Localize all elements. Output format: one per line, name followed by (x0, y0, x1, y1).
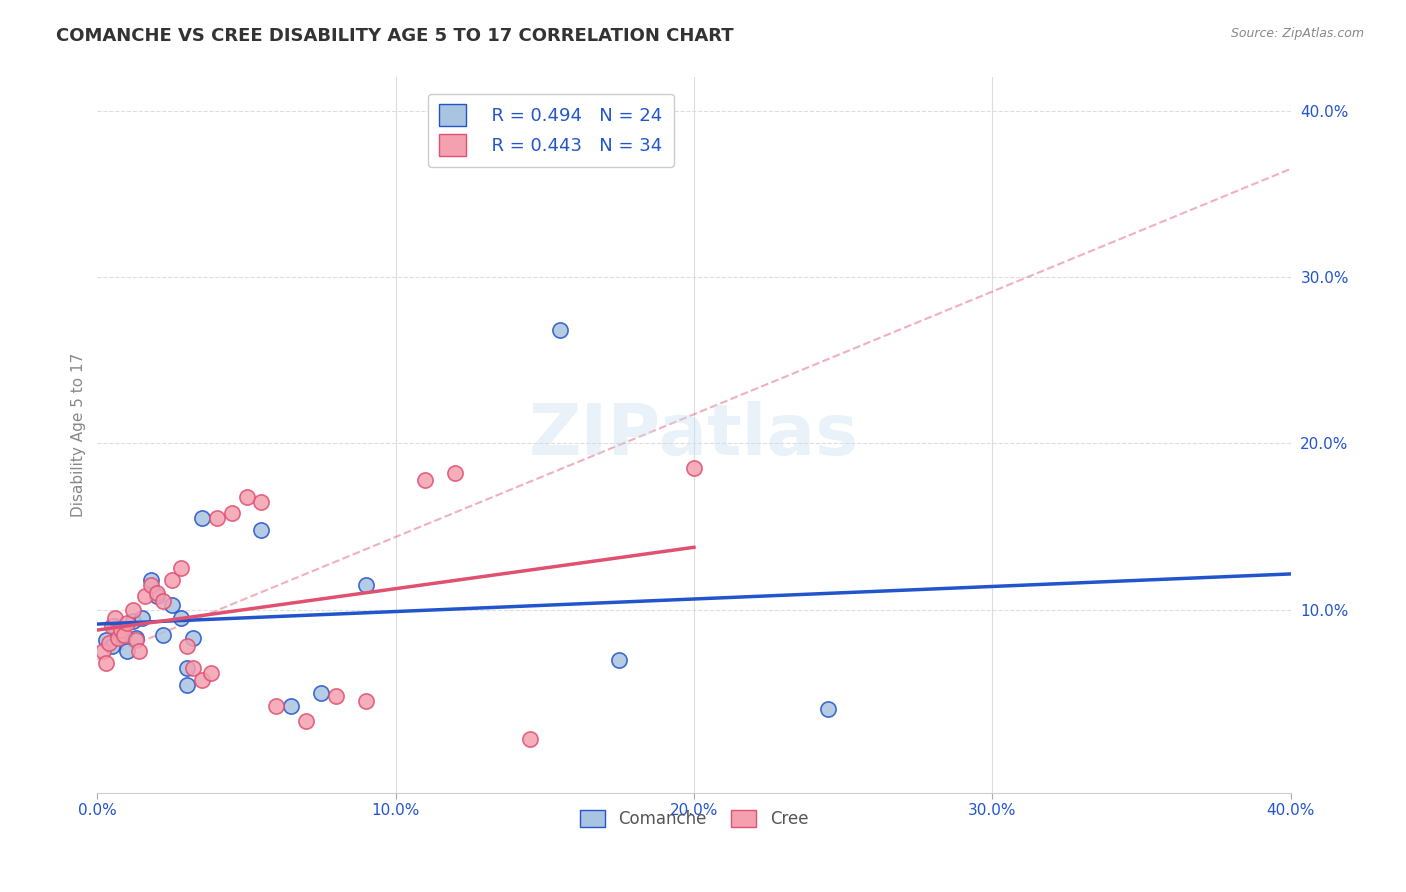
Point (444, 467, 467, 481)
Point (125, 632, 148, 647)
Point (91, 644, 114, 658)
Point (152, 627, 174, 641)
Point (181, 661, 204, 675)
Point (128, 644, 150, 658)
Point (139, 573, 162, 587)
Point (170, 611, 193, 625)
Point (112, 627, 135, 641)
Point (146, 586, 169, 600)
Point (221, 506, 243, 520)
Point (415, 473, 437, 487)
Point (250, 494, 273, 508)
Point (115, 644, 138, 658)
Point (817, 702, 839, 716)
Point (104, 619, 127, 633)
Point (152, 594, 174, 608)
Text: Source: ZipAtlas.com: Source: ZipAtlas.com (1230, 27, 1364, 40)
Point (134, 590, 156, 604)
Point (548, 323, 571, 337)
Legend: Comanche, Cree: Comanche, Cree (574, 803, 815, 834)
Point (683, 461, 706, 475)
Point (181, 631, 204, 645)
Point (98, 636, 121, 650)
Point (205, 511, 228, 525)
Point (160, 573, 183, 587)
Point (107, 631, 129, 645)
Point (250, 523, 273, 537)
Point (354, 578, 377, 592)
Point (266, 699, 288, 714)
Point (190, 673, 212, 687)
Point (170, 561, 193, 575)
Point (309, 686, 332, 700)
Point (96, 632, 118, 647)
Text: ZIPatlas: ZIPatlas (529, 401, 859, 469)
Point (176, 677, 198, 691)
Point (131, 611, 153, 625)
Point (190, 511, 212, 525)
Y-axis label: Disability Age 5 to 17: Disability Age 5 to 17 (72, 353, 86, 517)
Point (96, 656, 118, 670)
Point (200, 665, 222, 680)
Point (280, 699, 302, 714)
Point (122, 603, 145, 617)
Point (139, 578, 162, 592)
Text: COMANCHE VS CREE DISABILITY AGE 5 TO 17 CORRELATION CHART: COMANCHE VS CREE DISABILITY AGE 5 TO 17 … (56, 27, 734, 45)
Point (101, 619, 124, 633)
Point (176, 661, 198, 675)
Point (110, 627, 132, 641)
Point (110, 623, 132, 637)
Point (325, 689, 347, 703)
Point (101, 640, 124, 654)
Point (122, 615, 145, 629)
Point (104, 611, 127, 625)
Point (115, 615, 138, 630)
Point (235, 490, 257, 504)
Point (125, 631, 148, 645)
Point (519, 732, 541, 747)
Point (609, 652, 631, 666)
Point (354, 694, 377, 708)
Point (295, 714, 318, 728)
Point (146, 590, 169, 604)
Point (176, 640, 198, 654)
Point (160, 598, 183, 612)
